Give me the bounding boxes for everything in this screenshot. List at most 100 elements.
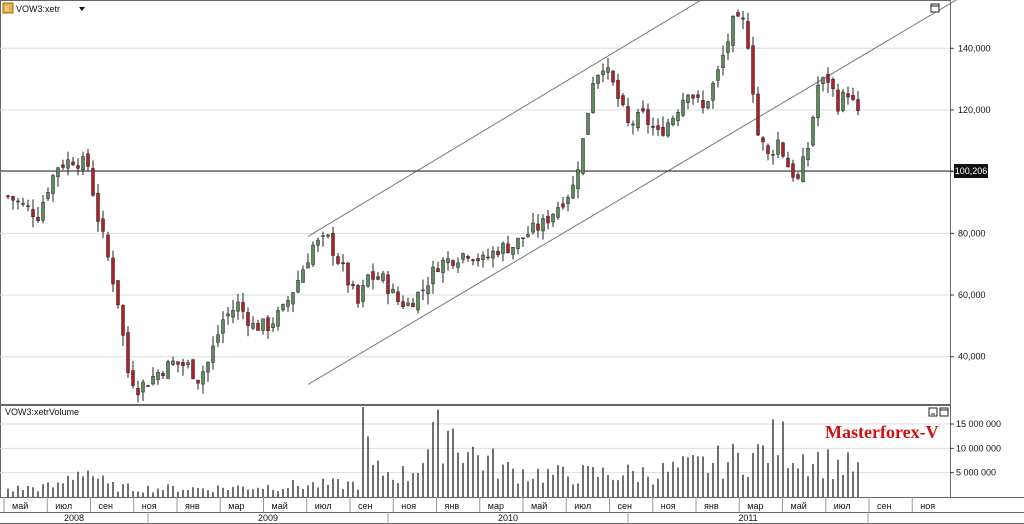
month-label: мар bbox=[488, 501, 504, 511]
trend-channel[interactable] bbox=[307, 0, 958, 385]
candle-body bbox=[631, 123, 635, 126]
candle-body bbox=[771, 154, 775, 156]
candle-body bbox=[6, 195, 10, 198]
candle-body bbox=[46, 191, 50, 199]
candle-body bbox=[71, 161, 75, 166]
candle-body bbox=[416, 291, 420, 311]
maximize-volume-panel-button[interactable] bbox=[939, 407, 949, 417]
candle-body bbox=[566, 196, 570, 204]
candle-body bbox=[826, 74, 830, 83]
candle-body bbox=[386, 274, 390, 294]
candle-body bbox=[581, 138, 585, 174]
candle-body bbox=[641, 108, 645, 112]
candle-body bbox=[391, 288, 395, 294]
candle-body bbox=[381, 273, 385, 281]
candle-body bbox=[26, 205, 30, 208]
price-tick-label: 60,000 bbox=[958, 290, 986, 300]
candle-body bbox=[401, 301, 405, 307]
year-label: 2008 bbox=[64, 513, 84, 523]
candle-body bbox=[41, 201, 45, 221]
candle-body bbox=[646, 109, 650, 125]
candle-body bbox=[31, 209, 35, 217]
maximize-price-panel-button[interactable] bbox=[930, 3, 940, 13]
candle-body bbox=[731, 15, 735, 46]
candle-body bbox=[216, 334, 220, 343]
candle-body bbox=[791, 163, 795, 178]
candle-body bbox=[121, 305, 125, 336]
candle-body bbox=[676, 112, 680, 122]
candle-body bbox=[21, 202, 25, 205]
candle-body bbox=[471, 259, 475, 262]
candle-body bbox=[611, 71, 615, 83]
candle-body bbox=[171, 360, 175, 365]
candle-body bbox=[756, 93, 760, 136]
candle-body bbox=[621, 95, 625, 106]
candle-body bbox=[251, 323, 255, 329]
candle-body bbox=[736, 12, 740, 17]
candle-body bbox=[456, 262, 460, 268]
candle-body bbox=[271, 323, 275, 328]
candle-body bbox=[36, 216, 40, 221]
candle-body bbox=[681, 99, 685, 116]
candle-body bbox=[356, 285, 360, 304]
candle-body bbox=[511, 247, 515, 255]
candle-body bbox=[331, 232, 335, 256]
candle-body bbox=[126, 332, 130, 374]
candle-body bbox=[411, 302, 415, 308]
price-grid bbox=[0, 47, 950, 358]
candle-body bbox=[551, 213, 555, 223]
chart-type-icon[interactable] bbox=[2, 2, 14, 14]
candle-body bbox=[161, 373, 165, 377]
candle-body bbox=[291, 292, 295, 305]
candle-body bbox=[51, 175, 55, 194]
minimize-volume-panel-button[interactable] bbox=[928, 407, 938, 417]
candle-body bbox=[181, 362, 185, 366]
candle-body bbox=[316, 239, 320, 246]
watermark-text: Masterforex-V bbox=[825, 422, 939, 442]
candle-body bbox=[436, 268, 440, 272]
month-label: мар bbox=[747, 501, 763, 511]
month-label: янв bbox=[445, 501, 460, 511]
candle-body bbox=[361, 285, 365, 302]
candle-body bbox=[306, 262, 310, 269]
candle-body bbox=[336, 256, 340, 264]
chevron-down-icon[interactable] bbox=[79, 7, 85, 11]
candle-body bbox=[261, 318, 265, 331]
candle-body bbox=[821, 77, 825, 84]
candle-body bbox=[846, 93, 850, 98]
candle-body bbox=[851, 94, 855, 100]
candle-body bbox=[446, 258, 450, 264]
chart-type-icon-glyph: E bbox=[5, 6, 10, 13]
candle-body bbox=[526, 234, 530, 238]
volume-tick-label: 15 000 000 bbox=[956, 419, 1001, 429]
candle-body bbox=[451, 260, 455, 266]
month-label: сен bbox=[358, 501, 373, 511]
symbol-selector[interactable]: E VOW3:xetr bbox=[2, 2, 85, 14]
candle-body bbox=[76, 165, 80, 169]
candle-body bbox=[226, 313, 230, 317]
candle-body bbox=[366, 274, 370, 287]
candle-body bbox=[596, 74, 600, 84]
candle-body bbox=[656, 125, 660, 130]
candle-body bbox=[461, 253, 465, 260]
candle-body bbox=[151, 375, 155, 385]
candle-body bbox=[721, 55, 725, 68]
candle-body bbox=[786, 157, 790, 168]
candle-body bbox=[831, 79, 835, 89]
candle-body bbox=[376, 276, 380, 280]
year-label: 2010 bbox=[498, 513, 518, 523]
candle-body bbox=[666, 122, 670, 137]
candle-body bbox=[556, 207, 560, 218]
month-label: янв bbox=[185, 501, 200, 511]
month-label: сен bbox=[877, 501, 892, 511]
volume-tick-label: 10 000 000 bbox=[956, 443, 1001, 453]
candle-body bbox=[256, 322, 260, 331]
candle-body bbox=[701, 99, 705, 109]
candle-body bbox=[136, 388, 140, 396]
candle-body bbox=[116, 280, 120, 306]
candle-body bbox=[746, 21, 750, 49]
candle-body bbox=[131, 370, 135, 386]
candle-body bbox=[191, 359, 195, 379]
